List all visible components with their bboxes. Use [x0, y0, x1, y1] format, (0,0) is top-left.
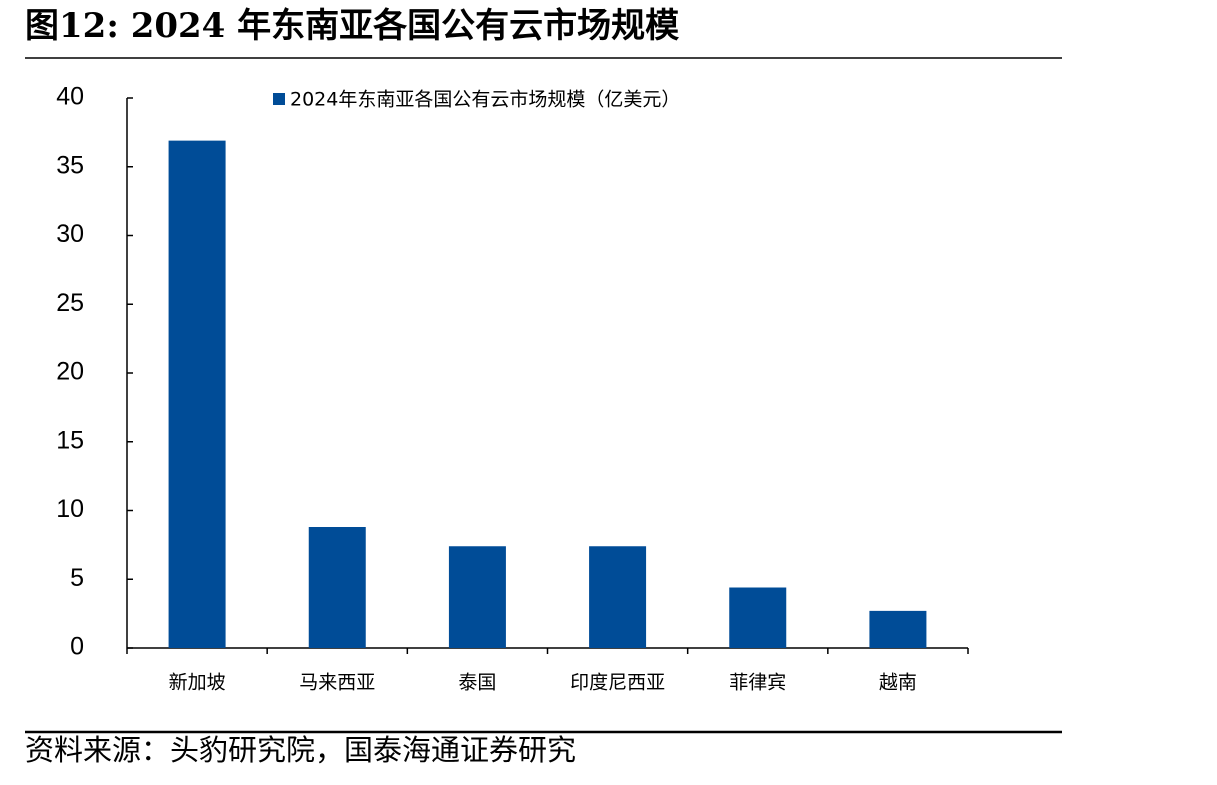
x-tick-label: 新加坡: [169, 672, 226, 694]
legend-label: 2024年东南亚各国公有云市场规模（亿美元）: [290, 89, 680, 111]
y-tick-label: 5: [70, 564, 84, 592]
y-tick-label: 35: [56, 151, 84, 179]
bar: [729, 587, 787, 648]
y-tick-label: 20: [56, 358, 84, 386]
x-tick-label: 马来西亚: [299, 672, 375, 694]
bar: [869, 610, 927, 648]
y-tick-label: 40: [56, 83, 84, 111]
y-tick-label: 0: [70, 633, 84, 661]
x-tick-label: 泰国: [458, 672, 496, 694]
bar: [168, 140, 226, 648]
x-tick-label: 越南: [879, 672, 917, 694]
bar: [308, 527, 366, 648]
x-tick-label: 菲律宾: [729, 672, 786, 694]
chart-title: 图12: 2024 年东南亚各国公有云市场规模: [25, 6, 679, 46]
y-tick-label: 10: [56, 495, 84, 523]
y-tick-label: 30: [56, 220, 84, 248]
y-tick-label: 15: [56, 426, 84, 454]
bar: [589, 546, 647, 648]
source: 资料来源：头豹研究院，国泰海通证券研究: [25, 733, 576, 767]
y-tick-label: 25: [56, 289, 84, 317]
legend-swatch: [273, 93, 285, 105]
bar: [448, 546, 506, 648]
x-tick-label: 印度尼西亚: [570, 672, 665, 694]
